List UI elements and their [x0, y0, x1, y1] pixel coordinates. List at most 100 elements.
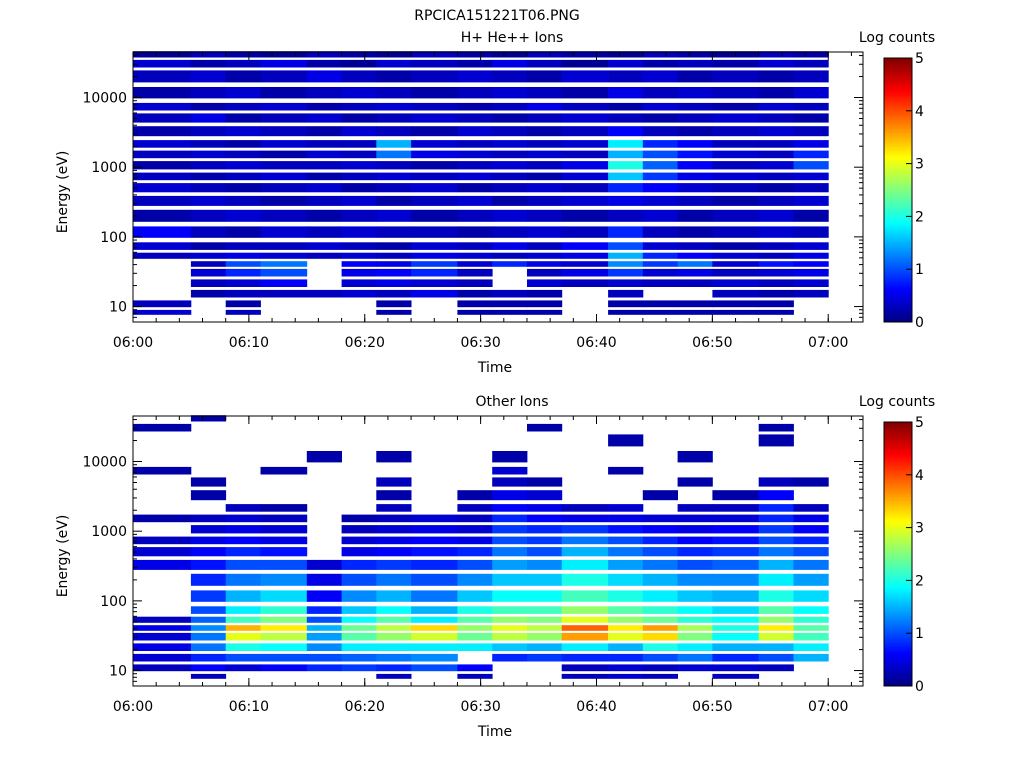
- colorbar-step: [884, 536, 912, 540]
- colorbar-step: [884, 110, 912, 114]
- colorbar-step: [884, 154, 912, 158]
- heatmap-cell: [376, 606, 412, 614]
- colorbar-step: [884, 573, 912, 577]
- heatmap-cell: [492, 514, 528, 523]
- colorbar-label: Log counts: [859, 30, 935, 46]
- heatmap-cell: [225, 514, 261, 523]
- heatmap-cell: [492, 172, 528, 181]
- heatmap-cell: [376, 226, 412, 238]
- heatmap-cell: [341, 126, 377, 137]
- heatmap-cell: [608, 632, 644, 641]
- heatmap-cell: [341, 643, 377, 651]
- colorbar-step: [884, 190, 912, 193]
- heatmap-cell: [608, 195, 644, 206]
- heatmap-cell: [411, 209, 458, 222]
- heatmap-cell: [758, 51, 794, 58]
- colorbar-step: [884, 86, 912, 90]
- heatmap-cell: [306, 590, 342, 602]
- colorbar-step: [884, 435, 912, 438]
- colorbar-step: [884, 615, 912, 619]
- heatmap-cell: [677, 664, 713, 672]
- heatmap-cell: [793, 559, 829, 570]
- heatmap-cell: [133, 653, 192, 662]
- heatmap-cell: [758, 309, 794, 315]
- heatmap-cell: [260, 504, 308, 512]
- heatmap-cell: [793, 504, 829, 512]
- colorbar-step: [884, 483, 912, 487]
- colorbar-step: [884, 516, 912, 520]
- heatmap-cell: [190, 140, 227, 148]
- x-tick-label: 06:40: [576, 699, 616, 715]
- heatmap-cell: [376, 559, 412, 570]
- heatmap-cell: [758, 477, 794, 487]
- heatmap-cell: [712, 161, 760, 170]
- heatmap-cell: [642, 70, 678, 83]
- colorbar-step: [884, 80, 912, 83]
- heatmap-cell: [527, 547, 563, 557]
- heatmap-cell: [758, 536, 794, 545]
- colorbar-step: [884, 260, 912, 264]
- colorbar-frame: [883, 421, 913, 687]
- heatmap-cell: [225, 653, 261, 662]
- heatmap-cell: [411, 653, 458, 662]
- heatmap-cell: [758, 300, 794, 308]
- heatmap-cell: [260, 664, 308, 672]
- heatmap-cell: [561, 606, 609, 614]
- heatmap-cell: [608, 140, 644, 148]
- heatmap-cell: [376, 161, 412, 170]
- colorbar-step: [884, 234, 912, 237]
- heatmap-cell: [561, 140, 609, 148]
- heatmap-cell: [793, 172, 829, 181]
- heatmap-cell: [190, 559, 227, 570]
- heatmap-cell: [260, 209, 308, 222]
- colorbar-step: [884, 468, 912, 471]
- heatmap-cell: [642, 252, 678, 259]
- heatmap-cell: [306, 113, 342, 123]
- heatmap-cell: [712, 209, 760, 222]
- heatmap-cell: [712, 490, 760, 501]
- heatmap-cell: [793, 289, 829, 298]
- heatmap-cell: [190, 70, 227, 83]
- heatmap-cell: [133, 309, 192, 315]
- heatmap-cell: [677, 547, 713, 557]
- heatmap-cell: [133, 466, 192, 475]
- heatmap-cell: [608, 559, 644, 570]
- heatmap-cell: [457, 490, 493, 501]
- heatmap-cell: [457, 242, 493, 250]
- heatmap-cell: [306, 451, 342, 463]
- heatmap-cell: [527, 140, 563, 148]
- heatmap-cell: [712, 242, 760, 250]
- heatmap-cell: [341, 51, 377, 58]
- heatmap-cell: [190, 51, 227, 58]
- colorbar-step: [884, 227, 912, 231]
- colorbar-step: [884, 543, 912, 546]
- colorbar-step: [884, 258, 912, 261]
- heatmap-cell: [260, 547, 308, 557]
- heatmap-cell: [527, 490, 563, 501]
- colorbar-step: [884, 523, 912, 526]
- heatmap-cell: [758, 423, 794, 432]
- heatmap-cell: [341, 525, 377, 534]
- heatmap-cell: [225, 268, 261, 277]
- panel-1: 06:00 06:10 06:20 06:30 06:40 06:50 07:0010100…: [55, 30, 935, 376]
- heatmap-cell: [306, 209, 342, 222]
- heatmap-cell: [376, 59, 412, 68]
- colorbar-step: [884, 192, 912, 195]
- colorbar-step: [884, 315, 912, 319]
- heatmap-cell: [133, 625, 192, 631]
- heatmap-cell: [341, 252, 377, 259]
- heatmap-cell: [608, 653, 644, 662]
- heatmap-cell: [642, 525, 678, 534]
- y-tick-label: 10000: [82, 455, 127, 471]
- colorbar-step: [884, 300, 912, 303]
- heatmap-cell: [376, 300, 412, 308]
- colorbar-step: [884, 187, 912, 191]
- heatmap-cell: [712, 309, 760, 315]
- heatmap-cell: [376, 140, 412, 148]
- x-tick-label: 06:00: [113, 699, 153, 715]
- colorbar-step: [884, 538, 912, 542]
- heatmap-cell: [608, 126, 644, 137]
- colorbar-step: [884, 428, 912, 432]
- heatmap-cell: [793, 183, 829, 193]
- heatmap-cell: [492, 183, 528, 193]
